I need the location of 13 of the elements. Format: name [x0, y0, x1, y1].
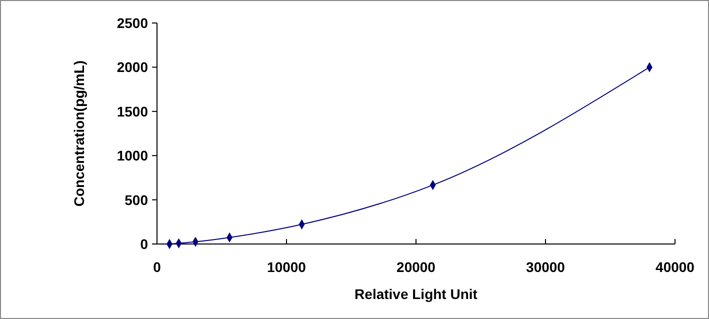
y-tick-label: 2000	[116, 59, 148, 76]
y-tick-label: 2500	[116, 15, 148, 31]
x-tick-label: 20000	[396, 259, 436, 275]
y-axis-title: Concentration(pg/mL)	[71, 60, 87, 207]
y-tick-label: 1000	[116, 148, 148, 164]
y-tick-label: 0	[140, 236, 148, 252]
x-axis-title: Relative Light Unit	[354, 286, 478, 302]
x-tick-label: 30000	[526, 259, 566, 275]
x-tick-label: 40000	[656, 259, 695, 275]
y-tick-label: 500	[124, 192, 148, 208]
x-tick-label: 10000	[267, 259, 306, 275]
y-tick-label: 1500	[116, 103, 148, 120]
x-tick-label: 0	[153, 259, 162, 275]
